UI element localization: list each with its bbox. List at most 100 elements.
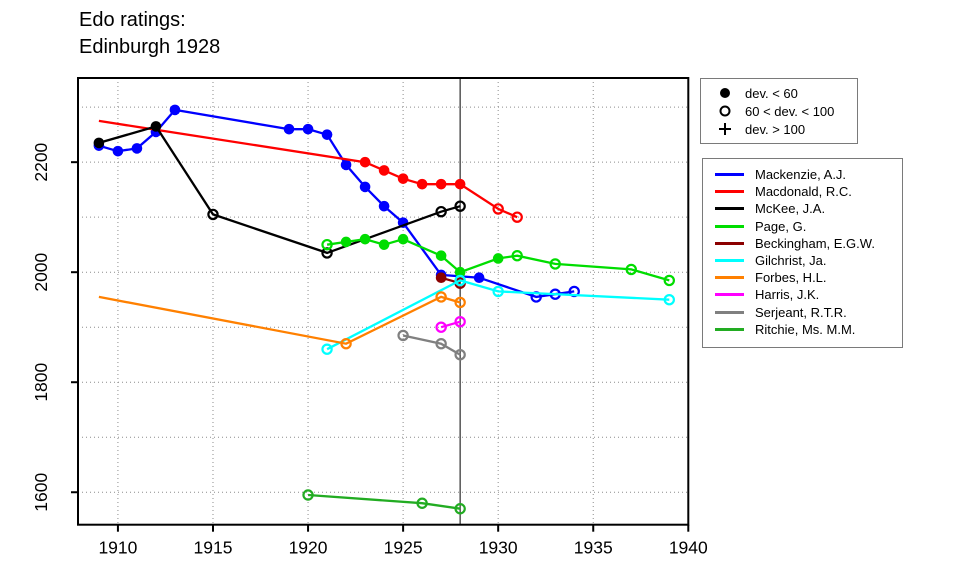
- data-point-filled: [302, 123, 314, 135]
- data-point-filled: [340, 236, 352, 248]
- data-point-filled: [359, 156, 371, 168]
- series-legend-label: Gilchrist, Ja.: [755, 253, 827, 269]
- series-macdonald: [98, 119, 523, 223]
- series-line: [326, 279, 670, 351]
- series-line: [402, 334, 461, 356]
- x-axis-tick-label: 1910: [98, 538, 137, 558]
- data-point-open: [397, 329, 409, 342]
- data-point-filled: [378, 200, 390, 212]
- data-point-open: [454, 274, 466, 287]
- x-axis-tick-label: 1935: [574, 538, 613, 558]
- series-legend-label: Beckingham, E.G.W.: [755, 235, 875, 251]
- data-point-filled: [340, 159, 352, 171]
- data-point-open: [663, 293, 675, 306]
- series-color-swatch: [715, 207, 744, 211]
- marker-legend-item: dev. > 100: [701, 120, 857, 138]
- series-color-swatch: [715, 173, 744, 177]
- series-mackenzie: [93, 104, 580, 303]
- series-ritchie: [302, 489, 466, 515]
- series-legend-item: Ritchie, Ms. M.M.: [703, 321, 902, 338]
- series-color-swatch: [715, 190, 744, 194]
- x-axis-tick-label: 1920: [289, 538, 328, 558]
- data-point-open: [454, 200, 466, 212]
- data-point-open: [435, 338, 447, 350]
- series-color-swatch: [715, 276, 744, 280]
- data-point-filled: [435, 178, 447, 190]
- series-legend-item: Forbes, H.L.: [703, 269, 902, 286]
- data-point-filled: [93, 137, 105, 149]
- marker-legend-item: dev. < 60: [701, 84, 857, 102]
- series-serjeant: [397, 329, 466, 361]
- data-point-filled: [416, 178, 428, 190]
- series-line: [440, 320, 461, 329]
- series-legend: Mackenzie, A.J. Macdonald, R.C. McKee, J.A…: [702, 158, 903, 348]
- open-marker-icon: [711, 103, 739, 119]
- data-point-filled: [397, 233, 409, 245]
- series-color-swatch: [715, 327, 744, 331]
- series-harris: [435, 316, 466, 333]
- marker-legend-item: 60 < dev. < 100: [701, 102, 857, 120]
- data-point-filled: [473, 272, 485, 283]
- series-legend-item: Harris, J.K.: [703, 286, 902, 303]
- marker-legend-label: dev. < 60: [745, 85, 798, 101]
- data-point-filled: [169, 104, 181, 116]
- series-line: [308, 493, 461, 510]
- marker-legend-label: 60 < dev. < 100: [745, 103, 835, 119]
- plus-marker-icon: [711, 121, 739, 137]
- data-point-filled: [150, 121, 162, 132]
- series-legend-item: McKee, J.A.: [703, 200, 902, 217]
- data-point-open: [340, 338, 352, 350]
- data-point-filled: [131, 143, 143, 154]
- data-point-filled: [454, 178, 466, 190]
- data-point-filled: [321, 129, 333, 140]
- x-axis-tick-label: 1915: [194, 538, 233, 558]
- data-point-open: [454, 296, 466, 309]
- series-legend-label: Ritchie, Ms. M.M.: [755, 321, 856, 337]
- data-point-filled: [359, 181, 371, 193]
- data-point-filled: [283, 123, 295, 135]
- data-point-open: [435, 291, 447, 303]
- series-gilchrist: [321, 274, 675, 355]
- series-color-swatch: [715, 259, 744, 263]
- chart-title-line2: Edinburgh 1928: [79, 36, 221, 58]
- series-legend-label: McKee, J.A.: [755, 201, 826, 217]
- series-legend-label: Serjeant, R.T.R.: [755, 304, 847, 320]
- x-axis-tick-label: 1930: [479, 538, 518, 558]
- y-axis-tick-label: 2200: [31, 142, 51, 181]
- data-point-open: [549, 258, 561, 270]
- series-legend-label: Mackenzie, A.J.: [755, 167, 847, 183]
- x-axis-tick-label: 1940: [669, 538, 708, 558]
- marker-legend-label: dev. > 100: [745, 121, 806, 137]
- series-forbes: [98, 291, 466, 350]
- plot-border: [77, 77, 690, 526]
- series-legend-label: Page, G.: [755, 218, 807, 234]
- chart-title: Edo ratings: Edinburgh 1928: [79, 7, 220, 61]
- data-point-open: [321, 343, 333, 355]
- data-point-open: [492, 285, 504, 298]
- marker-legend: dev. < 60 60 < dev. < 100 dev. > 100: [700, 78, 858, 144]
- data-point-open: [435, 321, 447, 333]
- data-point-open: [625, 263, 637, 276]
- data-point-filled: [435, 272, 447, 283]
- data-point-open: [511, 211, 523, 223]
- data-point-open: [302, 489, 314, 501]
- series-legend-item: Page, G.: [703, 218, 902, 235]
- data-point-open: [454, 349, 466, 361]
- series-page: [321, 233, 675, 287]
- series-color-swatch: [715, 293, 744, 297]
- series-legend-item: Mackenzie, A.J.: [703, 166, 902, 183]
- x-axis-tick-label: 1925: [384, 538, 423, 558]
- y-axis-tick-label: 1600: [31, 473, 51, 512]
- series-legend-item: Beckingham, E.G.W.: [703, 235, 902, 252]
- filled-marker-icon: [711, 85, 739, 101]
- series-line: [98, 125, 461, 255]
- series-color-swatch: [715, 310, 744, 314]
- series-legend-item: Serjeant, R.T.R.: [703, 304, 902, 321]
- data-point-open: [416, 497, 428, 509]
- data-point-filled: [378, 165, 390, 176]
- data-point-open: [454, 316, 466, 328]
- data-point-filled: [378, 239, 390, 250]
- data-point-open: [435, 205, 447, 218]
